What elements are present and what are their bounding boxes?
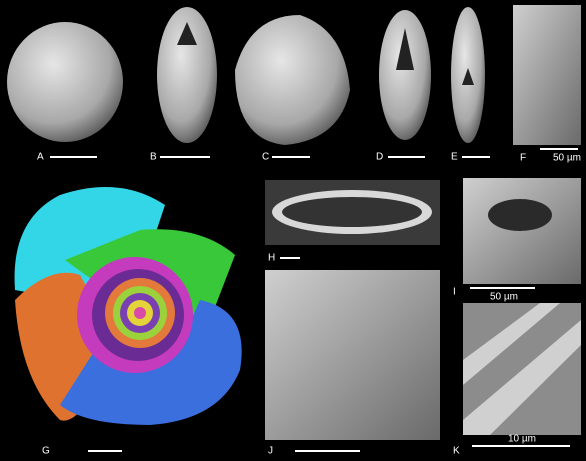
scale-label: 50 µm (553, 153, 581, 164)
specimen-d (379, 10, 431, 140)
panel-label: K (453, 446, 460, 457)
sem-image-f (513, 5, 581, 145)
panel-label: E (451, 152, 458, 163)
aperture (177, 22, 197, 45)
specimen-c (235, 15, 350, 145)
aperture (396, 28, 414, 70)
scale-label: 10 µm (508, 434, 536, 445)
specimen-a (7, 22, 123, 142)
sem-image-i (463, 178, 581, 284)
panel-label: C (262, 152, 269, 163)
panel-label: A (37, 152, 44, 163)
aperture (488, 199, 552, 231)
panel-label: D (376, 152, 383, 163)
panel-label: G (42, 446, 50, 457)
scale-label: 50 µm (490, 292, 518, 303)
panel-label: H (268, 253, 275, 264)
panel-label: I (453, 287, 456, 298)
panel-label: B (150, 152, 157, 163)
spiral-model (14, 187, 242, 425)
panel-label: F (520, 153, 526, 164)
aperture (462, 68, 474, 85)
specimen-b (157, 7, 217, 143)
panel-label: J (268, 446, 273, 457)
sem-image-j (265, 270, 440, 440)
chambers (282, 197, 422, 227)
ridges (463, 303, 581, 435)
